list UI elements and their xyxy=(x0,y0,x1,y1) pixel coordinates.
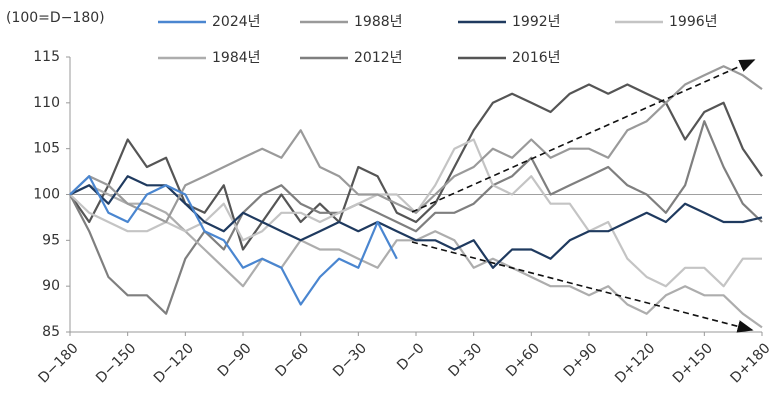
x-tick-label: D+180 xyxy=(728,340,770,386)
x-tick-label: D+120 xyxy=(612,340,658,386)
legend-label: 2012년 xyxy=(354,50,403,66)
y-axis-label: (100=D−180) xyxy=(6,10,105,26)
x-tick-label: D−150 xyxy=(93,340,139,386)
trend-arrow-up xyxy=(411,59,756,213)
y-tick-label: 90 xyxy=(42,278,60,294)
y-tick-label: 115 xyxy=(33,49,60,65)
x-tick-label: D−60 xyxy=(272,340,312,380)
series-line xyxy=(69,175,763,269)
series-line xyxy=(69,120,763,315)
trend-arrow-down xyxy=(411,241,754,333)
x-tick-label: D+90 xyxy=(561,340,601,380)
x-tick-label: D−90 xyxy=(215,340,255,380)
x-tick-label: D−0 xyxy=(394,340,428,374)
legend-label: 2024년 xyxy=(212,14,261,30)
series-line xyxy=(69,65,763,224)
y-tick-label: 85 xyxy=(42,324,60,340)
legend-label: 2016년 xyxy=(512,50,561,66)
series-line xyxy=(69,175,398,306)
x-tick-label: D+60 xyxy=(503,340,543,380)
y-tick-label: 110 xyxy=(33,95,60,111)
x-tick-label: D+150 xyxy=(670,340,716,386)
plot-area: 85 90 95 100 105 110 115 D−180 D−150 D−120 D−90 D−6… xyxy=(33,49,770,386)
x-tick-label: D+30 xyxy=(445,340,485,380)
legend-label: 1984년 xyxy=(212,50,261,66)
legend-label: 1996년 xyxy=(669,14,718,30)
y-tick-label: 105 xyxy=(33,141,60,157)
y-tick-label: 95 xyxy=(42,232,60,248)
x-tick-label: D−180 xyxy=(36,340,82,386)
x-tick-label: D−30 xyxy=(330,340,370,380)
legend-label: 1988년 xyxy=(354,14,403,30)
legend-label: 1992년 xyxy=(512,14,561,30)
y-tick-label: 100 xyxy=(33,187,60,203)
x-tick-label: D−120 xyxy=(151,340,197,386)
